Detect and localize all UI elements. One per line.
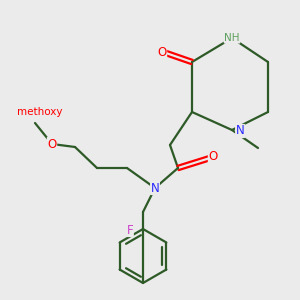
Text: O: O [47,137,57,151]
Text: F: F [127,224,133,236]
Text: NH: NH [224,33,240,43]
Text: N: N [151,182,159,194]
Text: N: N [236,124,244,137]
Text: O: O [208,151,217,164]
Text: O: O [158,46,166,59]
Text: methoxy: methoxy [17,107,63,117]
